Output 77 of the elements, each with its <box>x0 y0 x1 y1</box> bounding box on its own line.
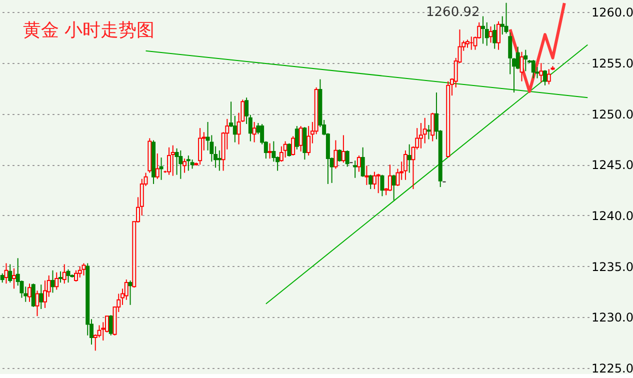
candlestick <box>128 280 132 306</box>
candlestick <box>217 150 222 172</box>
candlestick <box>334 140 338 170</box>
line-series <box>508 2 566 93</box>
candlestick <box>407 144 412 174</box>
candlestick <box>287 142 292 158</box>
candlestick <box>27 283 32 302</box>
candlestick <box>50 270 55 294</box>
candlestick <box>82 262 86 276</box>
y-tick-label: 1235.0 <box>592 260 633 274</box>
candlestick <box>4 262 8 284</box>
candlestick <box>294 126 299 150</box>
y-tick-label: 1240.0 <box>592 208 633 223</box>
annotation: 1260.92 <box>426 5 480 20</box>
y-tick-label: 1250.0 <box>592 107 633 122</box>
candlestick <box>186 155 190 172</box>
candlestick <box>58 270 62 284</box>
candlestick <box>368 174 373 190</box>
candlestick <box>543 70 548 86</box>
candlestick <box>356 155 361 172</box>
candlestick <box>108 314 113 336</box>
candlestick <box>174 148 179 176</box>
candlestick <box>338 148 342 162</box>
candlestick <box>190 159 194 170</box>
candlestick <box>504 2 508 34</box>
y-tick-label: 1230.0 <box>592 310 633 325</box>
candlestick <box>74 270 78 282</box>
candlestick <box>430 112 435 142</box>
candlestick <box>341 134 346 164</box>
candlestick <box>492 24 497 50</box>
candlestick <box>252 121 256 143</box>
candlestick <box>279 146 284 162</box>
candlestick <box>78 266 82 278</box>
text: 黄金 小时走势图 <box>23 20 155 41</box>
candlestick <box>353 160 358 178</box>
candlestick <box>488 26 493 44</box>
candlestick <box>426 124 431 140</box>
candlestick <box>376 173 380 194</box>
candlestick <box>12 268 16 290</box>
candlestick <box>380 174 384 197</box>
candlestick <box>268 142 272 160</box>
candlestick <box>388 164 392 192</box>
candlestick <box>372 171 376 190</box>
candlestick <box>531 59 536 79</box>
candlestick <box>170 144 175 176</box>
candlestick <box>306 126 311 156</box>
candlestick <box>182 158 187 174</box>
candlestick <box>31 283 36 308</box>
candlestick <box>54 272 59 290</box>
candlestick <box>546 68 551 85</box>
candlestick <box>418 122 423 149</box>
candlestick <box>364 165 369 186</box>
y-tick-label: 1245.0 <box>592 158 633 172</box>
candlestick <box>524 49 528 72</box>
candlestick <box>178 150 183 180</box>
candlestick <box>345 150 350 168</box>
candlestick <box>480 16 485 44</box>
candlestick <box>159 157 164 180</box>
candlestick <box>35 290 40 317</box>
candlestick <box>167 146 172 176</box>
candlestick <box>155 152 160 180</box>
candlestick <box>539 62 544 83</box>
candlestick <box>496 20 500 50</box>
y-tick-label: 1260.0 <box>592 6 633 20</box>
candlestick <box>0 272 4 284</box>
candlestick <box>62 264 66 284</box>
candlestick <box>403 150 408 180</box>
candlestick <box>39 284 44 310</box>
candlestick <box>198 128 202 166</box>
candlestick <box>298 126 303 152</box>
candlestick <box>520 51 524 82</box>
candlestick <box>66 268 70 284</box>
candlestick <box>8 264 12 284</box>
y-tick-label: 1255.0 <box>592 56 633 71</box>
candlestick <box>291 136 296 156</box>
candlestick <box>360 146 365 178</box>
y-tick-label: 1225.0 <box>592 361 633 376</box>
